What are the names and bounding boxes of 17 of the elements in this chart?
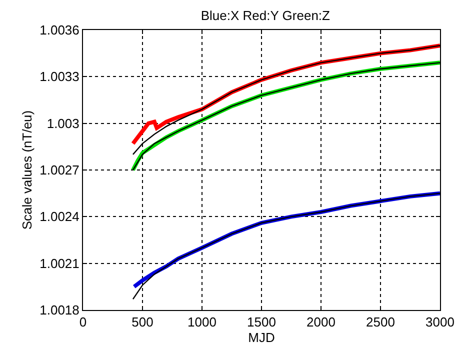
x-tick-label: 1000 xyxy=(188,314,216,330)
x-tick-label: 2500 xyxy=(366,314,395,330)
y-tick-label: 1.003 xyxy=(46,116,80,131)
x-tick-label: 0 xyxy=(79,314,87,330)
x-tick-label: 3000 xyxy=(426,314,454,330)
x-axis-title: MJD xyxy=(248,330,275,346)
y-tick-label: 1.0021 xyxy=(40,256,80,271)
x-tick-label: 500 xyxy=(132,314,154,330)
y-tick-label: 1.0018 xyxy=(40,302,80,318)
y-tick-label: 1.0036 xyxy=(40,22,80,38)
chart-title: Blue:X Red:Y Green:Z xyxy=(200,8,330,23)
y-axis-title: Scale values (nT/eu) xyxy=(20,110,35,230)
x-tick-label: 2000 xyxy=(306,314,336,330)
y-tick-label: 1.0024 xyxy=(40,209,80,224)
y-tick-label: 1.0027 xyxy=(40,162,80,178)
y-tick-label: 1.0033 xyxy=(40,69,80,84)
x-tick-label: 1500 xyxy=(247,314,276,330)
